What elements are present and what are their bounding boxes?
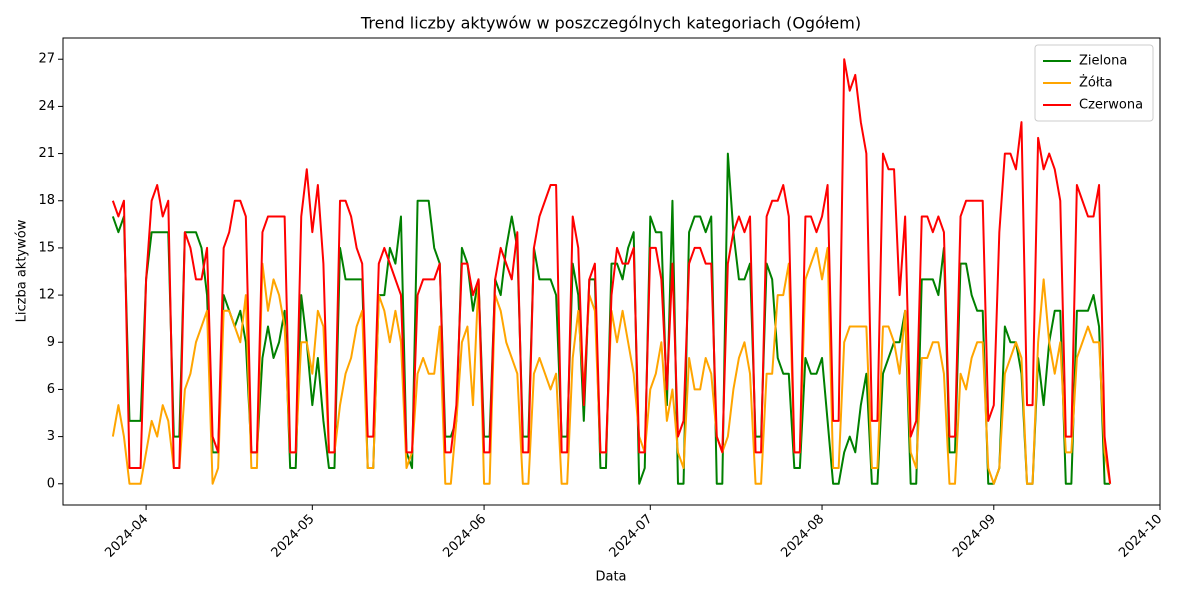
series-line [111,58,1112,484]
legend-label: Czerwona [1079,98,1143,113]
y-tick-label: 15 [38,240,55,255]
y-tick-label: 21 [38,146,55,161]
x-tick-label: 2024-05 [269,512,318,561]
y-tick-label: 18 [38,193,55,208]
y-tick-label: 27 [38,52,55,67]
y-tick-label: 0 [47,476,55,491]
y-axis-label: Liczba aktywów [15,219,30,322]
y-tick-label: 9 [47,335,55,350]
y-tick-label: 3 [47,429,55,444]
legend-box [1034,44,1154,122]
x-axis-label: Data [595,570,626,585]
x-tick-label: 2024-08 [778,512,827,561]
y-tick-label: 12 [38,288,55,303]
legend-label: Zielona [1079,54,1127,69]
y-tick-label: 24 [38,99,55,114]
legend-label: Żółta [1079,75,1113,91]
x-tick-label: 2024-04 [102,512,151,561]
x-tick-label: 2024-07 [607,512,656,561]
x-tick-label: 2024-06 [440,512,489,561]
x-tick-label: 2024-09 [950,512,999,561]
plot-frame [62,37,1161,506]
y-tick-label: 6 [47,382,55,397]
x-tick-label: 2024-10 [1116,512,1165,561]
chart-title: Trend liczby aktywów w poszczególnych ka… [360,14,861,33]
